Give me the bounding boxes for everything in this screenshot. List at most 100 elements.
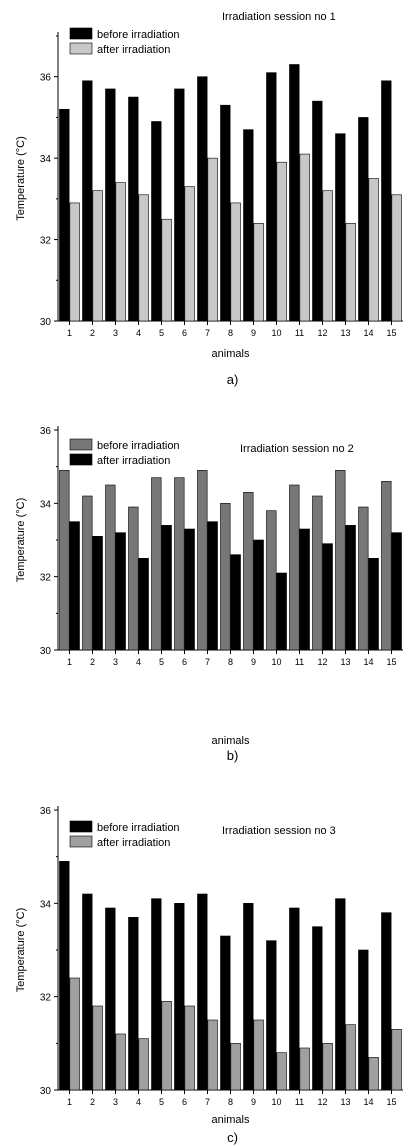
x-tick-label: 15 [386, 328, 396, 338]
bar-before-3 [105, 88, 116, 322]
bar-before-6 [174, 88, 185, 322]
bar-after-8 [230, 202, 241, 322]
legend-label-2: after irradiation [97, 837, 170, 849]
bar-before-15 [381, 912, 392, 1091]
bar-after-12 [322, 1043, 333, 1091]
bar-after-3 [115, 1033, 126, 1091]
x-tick-label: 5 [159, 1097, 164, 1107]
bar-after-11 [299, 528, 310, 651]
bar-before-14 [358, 506, 369, 651]
bar-after-13 [345, 222, 356, 322]
bar-after-9 [253, 222, 264, 322]
legend-swatch-1 [69, 27, 93, 40]
bar-before-3 [105, 484, 116, 651]
chart-title: Irradiation session no 2 [240, 443, 354, 455]
y-tick-label: 32 [40, 236, 52, 247]
bar-after-14 [368, 178, 379, 322]
x-tick-label: 1 [67, 328, 72, 338]
x-tick-label: 6 [182, 657, 187, 667]
x-tick-label: 5 [159, 657, 164, 667]
x-tick-label: 9 [251, 657, 256, 667]
x-tick-label: 14 [363, 657, 373, 667]
bar-before-3 [105, 907, 116, 1091]
x-tick-label: 11 [295, 328, 304, 338]
legend-swatch-1 [69, 438, 93, 451]
y-tick-label: 30 [40, 1086, 52, 1097]
bar-after-13 [345, 525, 356, 651]
bar-after-5 [161, 1001, 172, 1091]
legend-swatch-2 [69, 42, 93, 55]
bar-before-2 [82, 80, 93, 322]
bar-after-6 [184, 528, 195, 651]
bar-after-7 [207, 1019, 218, 1091]
x-tick-label: 7 [205, 1097, 210, 1107]
bar-before-11 [289, 907, 300, 1091]
bar-before-1 [59, 108, 70, 322]
bar-before-2 [82, 495, 93, 651]
x-tick-label: 12 [317, 1097, 327, 1107]
x-tick-label: 12 [317, 657, 327, 667]
bar-after-10 [276, 572, 287, 651]
x-tick-label: 11 [295, 1097, 304, 1107]
bar-before-9 [243, 903, 254, 1091]
bar-before-14 [358, 949, 369, 1091]
x-tick-label: 14 [363, 1097, 373, 1107]
bar-after-7 [207, 521, 218, 651]
bar-after-2 [92, 536, 103, 651]
bar-before-1 [59, 861, 70, 1091]
bar-after-15 [391, 194, 402, 322]
bar-after-14 [368, 558, 379, 651]
bar-before-2 [82, 893, 93, 1091]
x-tick-label: 3 [113, 328, 118, 338]
bar-before-8 [220, 503, 231, 651]
bar-before-8 [220, 935, 231, 1091]
x-tick-label: 10 [271, 1097, 281, 1107]
y-tick-label: 30 [40, 317, 52, 328]
x-tick-label: 5 [159, 328, 164, 338]
x-tick-label: 8 [228, 1097, 233, 1107]
x-tick-label: 2 [90, 657, 95, 667]
chart-title: Irradiation session no 3 [222, 825, 336, 837]
y-tick-label: 36 [40, 806, 52, 817]
x-tick-label: 4 [136, 328, 141, 338]
bar-after-2 [92, 190, 103, 322]
x-tick-label: 8 [228, 328, 233, 338]
bar-after-14 [368, 1057, 379, 1091]
legend-swatch-2 [69, 835, 93, 848]
x-tick-label: 6 [182, 328, 187, 338]
x-tick-label: 8 [228, 657, 233, 667]
bar-after-11 [299, 153, 310, 322]
legend-label-1: before irradiation [97, 822, 180, 834]
bar-after-8 [230, 554, 241, 651]
x-axis-label: animals [212, 348, 250, 360]
panel-caption: b) [227, 748, 239, 763]
bar-before-7 [197, 470, 208, 651]
legend-label-2: after irradiation [97, 44, 170, 56]
bar-before-6 [174, 477, 185, 651]
x-tick-label: 14 [363, 328, 373, 338]
bar-before-5 [151, 477, 162, 651]
bar-after-12 [322, 190, 333, 322]
bar-after-5 [161, 525, 172, 651]
bar-before-7 [197, 76, 208, 322]
bar-before-11 [289, 484, 300, 651]
x-axis-label: animals [212, 1114, 250, 1126]
bar-after-1 [69, 521, 80, 651]
bar-after-6 [184, 1005, 195, 1091]
x-tick-label: 3 [113, 1097, 118, 1107]
x-tick-label: 4 [136, 657, 141, 667]
x-tick-label: 12 [317, 328, 327, 338]
bar-before-9 [243, 129, 254, 322]
bar-after-10 [276, 161, 287, 322]
bar-after-7 [207, 157, 218, 322]
bar-before-6 [174, 903, 185, 1091]
x-tick-label: 1 [67, 1097, 72, 1107]
bar-before-12 [312, 926, 323, 1091]
x-tick-label: 7 [205, 657, 210, 667]
legend-swatch-2 [69, 453, 93, 466]
